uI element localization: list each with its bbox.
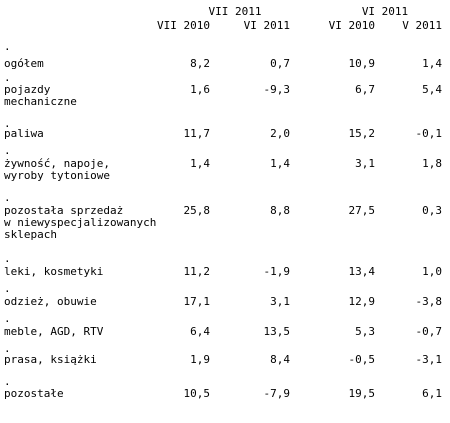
row-label: żywność, napoje, [4, 157, 110, 170]
row-value: 1,6 [190, 83, 210, 96]
header-col-vi-2010: VI 2010 [328, 19, 375, 32]
row-value: -3,1 [415, 353, 443, 366]
row-value: 8,8 [270, 204, 290, 217]
row-value: -0,7 [415, 325, 443, 338]
row-label: pozostałe [4, 387, 64, 400]
row-value: 3,1 [355, 157, 375, 170]
row-label: leki, kosmetyki [4, 265, 104, 278]
row-label: mechaniczne [4, 95, 77, 108]
row-value: 13,5 [263, 325, 291, 338]
row-value: -3,8 [415, 295, 443, 308]
row-value: 3,1 [270, 295, 290, 308]
row-value: 0,7 [270, 57, 290, 70]
row-value: 1,0 [422, 265, 442, 278]
row-dot: . [4, 252, 11, 265]
row-value: 13,4 [348, 265, 376, 278]
row-value: 8,2 [190, 57, 210, 70]
row-value: 15,2 [348, 127, 376, 140]
row-value: 1,4 [270, 157, 290, 170]
row-label: paliwa [4, 127, 44, 140]
row-dot: . [4, 40, 11, 53]
row-value: 19,5 [348, 387, 376, 400]
row-value: 10,9 [348, 57, 376, 70]
row-value: -9,3 [263, 83, 291, 96]
row-label: prasa, książki [4, 353, 97, 366]
row-value: 10,5 [183, 387, 211, 400]
row-value: 6,7 [355, 83, 375, 96]
row-label: wyroby tytoniowe [4, 169, 110, 182]
header-col-v-2011: V 2011 [402, 19, 442, 32]
row-value: 2,0 [270, 127, 290, 140]
row-value: -0,5 [348, 353, 376, 366]
row-label: pozostała sprzedaż [4, 204, 124, 217]
row-value: -1,9 [263, 265, 291, 278]
row-value: 6,1 [422, 387, 442, 400]
row-value: 1,9 [190, 353, 210, 366]
row-value: 11,7 [183, 127, 211, 140]
row-dot: . [4, 144, 11, 157]
row-value: 6,4 [190, 325, 210, 338]
row-value: 0,3 [422, 204, 442, 217]
row-value: 12,9 [348, 295, 376, 308]
row-label: sklepach [4, 228, 57, 241]
row-label: odzież, obuwie [4, 295, 97, 308]
row-value: -0,1 [415, 127, 443, 140]
row-dot: . [4, 312, 11, 325]
row-dot: . [4, 117, 11, 130]
row-dot: . [4, 375, 11, 388]
row-dot: . [4, 191, 11, 204]
row-label: ogółem [4, 57, 44, 70]
row-dot: . [4, 342, 11, 355]
row-label: w niewyspecjalizowanych [4, 216, 157, 229]
row-dot: . [4, 71, 11, 84]
row-value: 1,8 [422, 157, 442, 170]
row-value: 1,4 [190, 157, 210, 170]
row-value: 1,4 [422, 57, 442, 70]
header-group-vi-2011: VI 2011 [361, 5, 409, 18]
row-value: 8,4 [270, 353, 290, 366]
row-value: 27,5 [348, 204, 376, 217]
row-label: pojazdy [4, 83, 51, 96]
row-dot: . [4, 282, 11, 295]
row-value: 5,3 [355, 325, 375, 338]
header-col-vi-2011: VI 2011 [243, 19, 290, 32]
row-label: meble, AGD, RTV [4, 325, 104, 338]
row-value: -7,9 [263, 387, 291, 400]
row-value: 17,1 [183, 295, 211, 308]
row-value: 25,8 [183, 204, 211, 217]
header-group-vii-2011: VII 2011 [208, 5, 262, 18]
row-value: 5,4 [422, 83, 442, 96]
header-col-vii-2010: VII 2010 [157, 19, 210, 32]
row-value: 11,2 [183, 265, 211, 278]
